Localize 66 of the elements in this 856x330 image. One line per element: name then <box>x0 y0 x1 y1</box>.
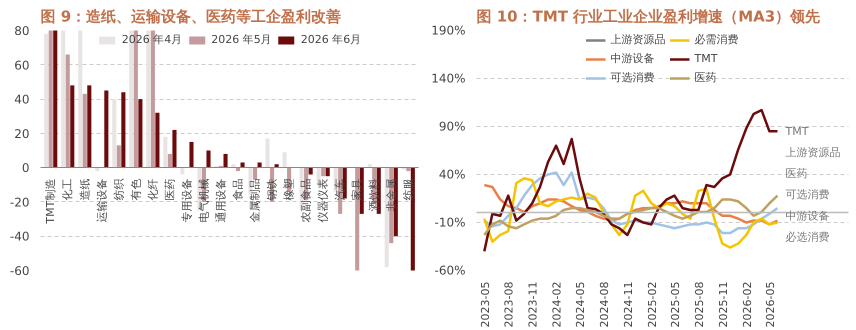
x-tick-label: 2024-11 <box>622 281 635 328</box>
y-tick-label: -20 <box>10 195 30 210</box>
x-tick-label: 钢铁 <box>266 178 279 202</box>
y-tick-label: 60 <box>14 58 30 72</box>
x-tick-label: TMT制造 <box>44 178 58 225</box>
legend-label: 可选消费 <box>610 70 654 85</box>
x-tick-label: 化工 <box>61 178 74 201</box>
legend-label: 2026 年5月 <box>211 32 272 47</box>
y-tick-label: 190% <box>431 24 466 38</box>
x-tick-label: 家具 <box>350 178 364 201</box>
annotation: 必选消费 <box>785 230 830 244</box>
chart-title: 图 9：造纸、运输设备、医药等工企盈利改善 <box>40 8 342 26</box>
legend-label: 必需消费 <box>694 32 738 47</box>
x-tick-label: 2026-05 <box>764 281 777 328</box>
x-tick-label: 2025-08 <box>692 281 706 328</box>
x-tick-label: 2023-08 <box>502 281 516 328</box>
y-tick-label: 0 <box>22 161 30 176</box>
annotation: 上游资源品 <box>785 146 840 159</box>
x-tick-label: 运输设备 <box>95 178 108 223</box>
y-tick-label: 20 <box>14 126 30 141</box>
annotation: 中游设备 <box>785 209 830 222</box>
x-tick-label: 2024-02 <box>550 281 564 328</box>
legend-label: 2026 年6月 <box>300 32 362 47</box>
x-tick-label: 通用设备 <box>214 178 228 223</box>
annotation: 医药 <box>785 167 808 180</box>
y-tick-label: -60 <box>10 264 30 278</box>
x-tick-label: 2025-11 <box>716 281 730 328</box>
x-tick-label: 仪器仪表 <box>316 178 330 223</box>
y-tick-label: -40 <box>10 230 30 244</box>
annotation: TMT <box>784 124 809 138</box>
legend-label: 中游设备 <box>610 51 654 66</box>
x-tick-label: 化纤 <box>146 178 160 201</box>
x-tick-label: 2026-02 <box>740 281 754 328</box>
x-tick-label: 2023-11 <box>526 281 540 328</box>
chart-title: 图 10：TMT 行业工业企业盈利增速（MA3）领先 <box>476 8 820 26</box>
y-tick-label: 40 <box>14 92 30 107</box>
x-tick-label: 食品 <box>232 178 245 201</box>
y-tick-label: 40% <box>438 168 466 182</box>
y-tick-label: 80 <box>14 24 30 38</box>
y-tick-label: 140% <box>431 72 466 86</box>
x-tick-label: 电气机械 <box>197 178 210 223</box>
y-tick-label: -60% <box>434 264 466 278</box>
x-tick-label: 汽车 <box>334 178 347 201</box>
x-tick-label: 有色 <box>129 178 142 201</box>
y-tick-label: -10% <box>434 216 466 230</box>
x-tick-label: 纺服 <box>402 178 415 201</box>
x-tick-label: 2025-02 <box>646 281 659 328</box>
x-tick-label: 医药 <box>163 178 176 201</box>
legend-label: TMT <box>694 52 718 65</box>
legend-label: 医药 <box>694 70 716 85</box>
x-tick-label: 纺织 <box>112 178 126 201</box>
x-tick-label: 农副食品 <box>300 178 313 223</box>
legend-label: 2026 年4月 <box>122 32 182 47</box>
x-tick-label: 造纸 <box>78 178 92 201</box>
x-tick-label: 2024-08 <box>598 281 611 328</box>
annotation: 可选消费 <box>785 188 830 202</box>
x-tick-label: 金属制品 <box>248 178 262 223</box>
x-tick-label: 2023-05 <box>478 281 492 328</box>
x-tick-label: 酒饮料 <box>368 178 381 212</box>
legend-label: 上游资源品 <box>610 32 666 47</box>
x-tick-label: 专用设备 <box>180 178 194 223</box>
x-tick-label: 2025-05 <box>668 281 682 328</box>
x-tick-label: 橡塑 <box>282 178 296 201</box>
x-tick-label: 非金属 <box>384 178 398 212</box>
y-tick-label: 90% <box>438 120 466 134</box>
x-tick-label: 2024-05 <box>574 281 588 328</box>
